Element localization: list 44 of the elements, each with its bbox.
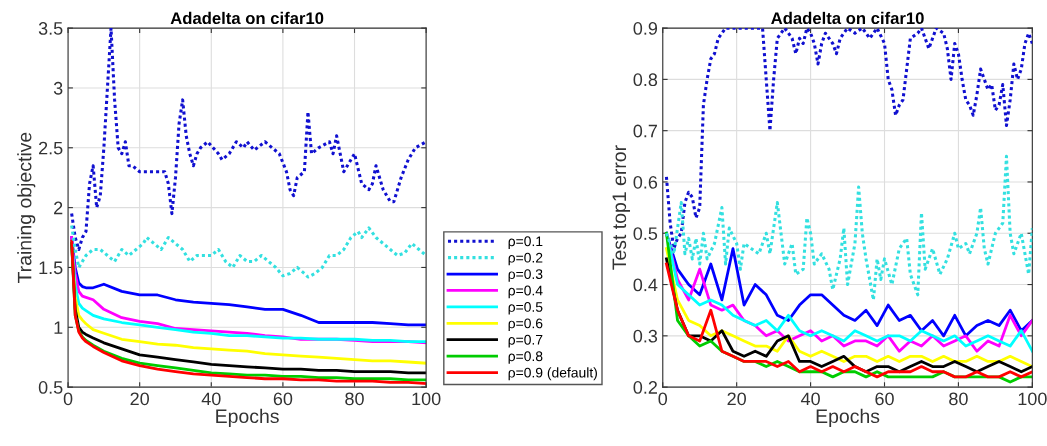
y-tick-label: 1.5 bbox=[39, 261, 63, 275]
x-tick-label: 40 bbox=[201, 392, 221, 406]
x-tick-label: 0 bbox=[63, 392, 73, 406]
y-axis-title: Training objective bbox=[17, 132, 36, 283]
y-tick-label: 0.7 bbox=[633, 124, 657, 138]
y-tick-label: 0.5 bbox=[38, 381, 63, 394]
chart-title: Adadelta on cifar10 bbox=[771, 11, 924, 25]
legend-label: ρ=0.8 bbox=[508, 351, 543, 364]
y-tick-label: 1 bbox=[54, 321, 63, 334]
y-tick-label: 3 bbox=[53, 81, 63, 95]
y-tick-label: 0.8 bbox=[633, 73, 658, 87]
y-tick-label: 0.6 bbox=[633, 175, 658, 189]
x-tick-label: 80 bbox=[345, 392, 364, 406]
legend-label: ρ=0.7 bbox=[508, 334, 543, 348]
y-tick-label: 2 bbox=[54, 201, 63, 215]
legend-label: ρ=0.5 bbox=[508, 302, 543, 315]
x-tick-label: 60 bbox=[273, 392, 293, 406]
x-tick-label: 20 bbox=[130, 392, 150, 406]
legend-label: ρ=0.6 bbox=[508, 318, 543, 332]
x-tick-label: 20 bbox=[727, 392, 747, 406]
x-tick-label: 100 bbox=[1018, 392, 1047, 406]
y-tick-label: 2.5 bbox=[39, 141, 63, 155]
y-tick-label: 0.2 bbox=[633, 381, 657, 394]
y-tick-label: 3.5 bbox=[38, 22, 63, 35]
legend-label: ρ=0.2 bbox=[508, 252, 543, 266]
chart-title: Adadelta on cifar10 bbox=[170, 11, 324, 25]
y-tick-label: 0.5 bbox=[633, 227, 658, 240]
legend-label: ρ=0.9 (default) bbox=[508, 367, 597, 381]
y-tick-label: 0.3 bbox=[633, 329, 658, 343]
legend-label: ρ=0.1 bbox=[508, 236, 543, 249]
line-series bbox=[70, 224, 427, 279]
line-series bbox=[664, 154, 1033, 302]
x-axis-title: Epochs bbox=[216, 408, 279, 427]
y-tick-label: 0.4 bbox=[633, 278, 658, 292]
x-tick-label: 0 bbox=[658, 392, 668, 406]
x-tick-label: 80 bbox=[949, 392, 968, 406]
x-axis-title: Epochs bbox=[816, 408, 880, 427]
legend-label: ρ=0.3 bbox=[508, 269, 543, 282]
x-tick-label: 60 bbox=[875, 392, 894, 406]
y-axis-title: Test top1 error bbox=[612, 145, 631, 270]
x-tick-label: 40 bbox=[800, 392, 820, 406]
legend-label: ρ=0.4 bbox=[508, 285, 543, 299]
y-tick-label: 0.9 bbox=[633, 22, 658, 35]
x-tick-label: 100 bbox=[412, 392, 441, 406]
